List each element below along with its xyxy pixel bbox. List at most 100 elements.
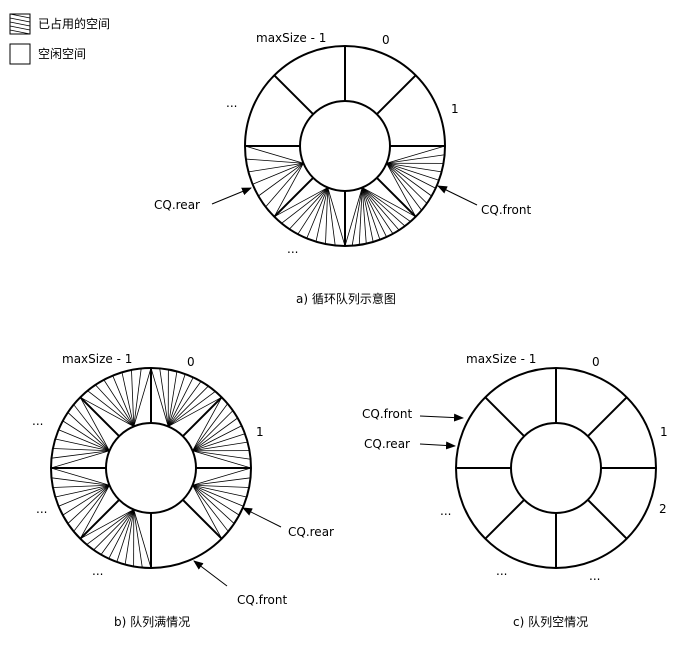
hatch-line [167,371,178,427]
b-ellipsis-left-bottom: ... [36,502,47,516]
hatch-line [55,438,110,452]
divider-line [182,396,223,437]
c-ellipsis-bottom-right: ... [589,569,600,583]
b-label-1: 1 [256,425,264,439]
a-label-0: 0 [382,33,390,47]
hatch-line [73,484,110,532]
hatch-line [192,450,251,460]
c-front-label: CQ.front [362,407,412,421]
hatch-line [386,162,422,211]
hatch-line [274,187,328,218]
hatch-line [244,145,304,164]
hatch-line [362,187,416,218]
hatch-line [50,467,110,486]
hatch-line [167,381,202,427]
hatch-line [159,368,169,427]
a-label-maxsize: maxSize - 1 [256,31,326,45]
hatch-line [73,404,110,452]
c-rear-label: CQ.rear [364,437,410,451]
hatch-line [168,396,222,427]
hatch-line [133,367,152,427]
hatch-line [93,509,135,551]
a-front-label: CQ.front [481,203,531,217]
c-caption: c) 队列空情况 [513,614,588,629]
hatch-line [131,369,135,427]
hatch-line [133,509,152,569]
hatch-line [315,187,329,242]
c-label-1: 1 [660,425,668,439]
b-front-label: CQ.front [237,593,287,607]
hatch-line [52,448,110,452]
hatch-line [361,187,411,222]
hatch-line [192,484,247,498]
hatch-line [87,390,135,427]
hatch-line [121,372,135,427]
hatch-line [192,433,246,452]
divider-line [273,177,314,218]
c-label-2: 2 [659,502,667,516]
hatch-line [386,162,436,189]
b-front-arrow [193,560,228,587]
hatch-line [192,485,223,539]
c-ellipsis-left: ... [440,504,451,518]
hatch-line [51,477,110,486]
hatch-line [358,187,363,246]
outer-circle [244,45,446,247]
divider-line [79,396,120,437]
hatch-line [361,187,394,234]
legend-free-label: 空闲空间 [38,47,86,61]
hatch-line [273,163,304,217]
a-front-arrow [437,185,478,206]
hatch-line [167,373,186,427]
divider-line [376,74,417,115]
divider-line [587,499,628,540]
hatch-line [361,187,406,227]
legend-used-swatch [9,13,31,35]
hatch-line [112,375,135,427]
hatch-line [116,509,135,563]
inner-fill [511,423,601,513]
hatch-line [51,450,110,459]
divider-line [587,396,628,437]
b-ellipsis-bottom: ... [92,564,103,578]
b-rear-label: CQ.rear [288,525,334,539]
hatch-line [386,162,432,197]
hatch-line [361,187,374,243]
hatch-line [297,187,329,235]
outer-circle [50,367,252,569]
hatch-line [325,187,329,245]
hatch-line [108,509,135,559]
hatch-line [58,484,110,507]
divider-line [484,499,525,540]
hatch-line [192,403,228,452]
hatch-line [306,187,329,239]
a-ellipsis-left: ... [226,96,237,110]
hatch-line [67,412,110,452]
hatch-line [361,187,381,240]
hatch-line [245,158,304,164]
hatch-line [133,368,142,427]
hatch-line [192,417,238,452]
hatch-line [192,484,235,524]
a-rear-label: CQ.rear [154,198,200,212]
hatch-line [133,509,143,568]
hatch-line [95,384,135,427]
inner-fill [300,101,390,191]
hatch-line [386,162,442,173]
hatch-line [192,467,252,486]
hatch-line [192,484,250,488]
hatch-line [192,484,244,507]
hatch-line [386,145,446,164]
hatch-line [258,162,304,197]
b-label-maxsize: maxSize - 1 [62,352,132,366]
hatch-line [386,163,417,217]
c-label-maxsize: maxSize - 1 [466,352,536,366]
hatch-line [327,187,336,246]
hatch-line [55,484,110,498]
b-label-0: 0 [187,355,195,369]
b-ellipsis-left-top: ... [32,414,43,428]
hatch-line [265,162,304,208]
hatch-line [361,187,400,231]
b-rear-arrow [242,507,282,528]
hatch-line [289,187,329,230]
